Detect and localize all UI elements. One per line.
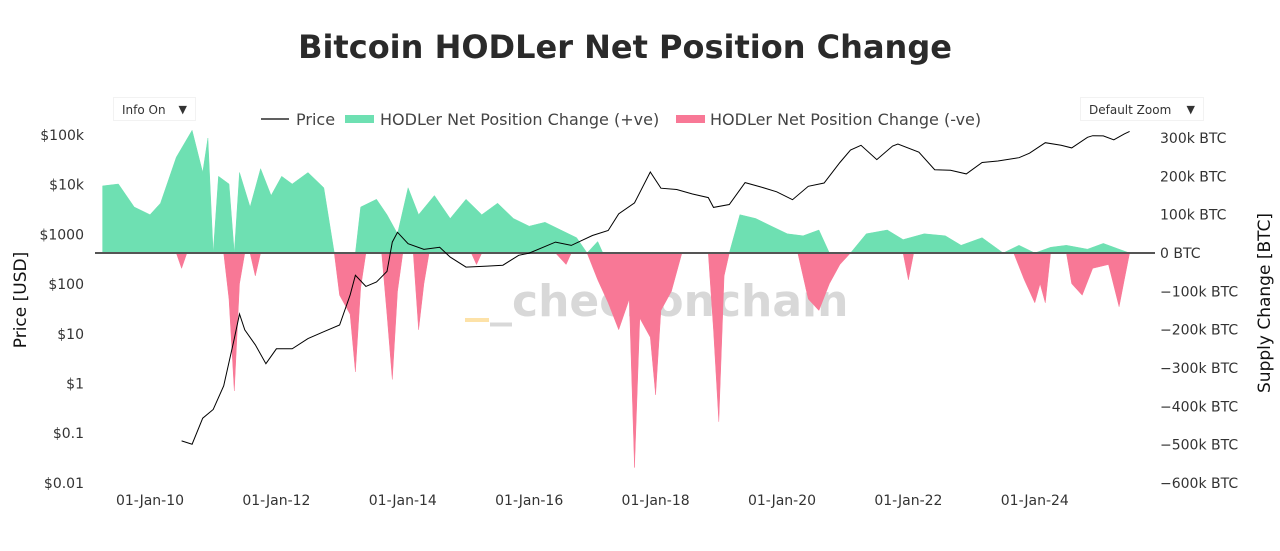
y-left-tick-label: $0.1 xyxy=(53,426,84,442)
y-right-tick-label: −400k BTC xyxy=(1160,399,1238,415)
zoom-dropdown-label: Default Zoom xyxy=(1089,103,1172,117)
x-tick-label: 01-Jan-18 xyxy=(622,493,690,509)
y-right-tick-label: −500k BTC xyxy=(1160,438,1238,454)
price-line xyxy=(181,130,1130,445)
x-tick-label: 01-Jan-12 xyxy=(242,493,310,509)
x-tick-label: 01-Jan-16 xyxy=(495,493,563,509)
legend: Price HODLer Net Position Change (+ve) H… xyxy=(261,110,981,129)
watermark-accent xyxy=(465,318,489,322)
x-tick-label: 01-Jan-22 xyxy=(874,493,942,509)
y-left-tick-label: $1000 xyxy=(39,227,84,243)
legend-positive[interactable]: HODLer Net Position Change (+ve) xyxy=(380,110,659,129)
legend-positive-swatch xyxy=(345,115,374,123)
y-left-tick-label: $10 xyxy=(57,327,84,343)
y-right-tick-label: −200k BTC xyxy=(1160,323,1238,339)
y-right-tick-label: −100k BTC xyxy=(1160,284,1238,300)
positive-area xyxy=(102,129,1130,254)
y-left-tick-label: $100 xyxy=(48,277,84,293)
x-tick-label: 01-Jan-20 xyxy=(748,493,816,509)
legend-price[interactable]: Price xyxy=(296,110,335,129)
x-tick-label: 01-Jan-24 xyxy=(1001,493,1069,509)
y-left-label: Price [USD] xyxy=(11,252,31,348)
chart-title: Bitcoin HODLer Net Position Change xyxy=(298,28,952,66)
y-right-tick-label: 0 BTC xyxy=(1160,246,1201,262)
info-dropdown-label: Info On xyxy=(122,103,166,117)
y-left-tick-label: $1 xyxy=(66,377,84,393)
info-dropdown[interactable]: Info On ▼ xyxy=(113,97,196,121)
legend-negative-swatch xyxy=(676,115,705,123)
y-right-tick-label: 300k BTC xyxy=(1160,131,1227,147)
y-right-tick-label: 200k BTC xyxy=(1160,169,1227,185)
x-tick-label: 01-Jan-10 xyxy=(116,493,184,509)
y-left-tick-label: $100k xyxy=(40,128,85,144)
y-left-tick-label: $0.01 xyxy=(44,476,84,492)
chevron-down-icon: ▼ xyxy=(178,103,187,116)
y-right-tick-label: −600k BTC xyxy=(1160,476,1238,492)
y-left-tick-label: $10k xyxy=(49,178,85,194)
chevron-down-icon: ▼ xyxy=(1186,103,1195,116)
y-right-tick-label: −300k BTC xyxy=(1160,361,1238,377)
x-tick-label: 01-Jan-14 xyxy=(369,493,437,509)
y-right-tick-label: 100k BTC xyxy=(1160,208,1227,224)
legend-negative[interactable]: HODLer Net Position Change (-ve) xyxy=(710,110,981,129)
zoom-dropdown[interactable]: Default Zoom ▼ xyxy=(1080,97,1204,121)
negative-area xyxy=(175,252,1130,468)
y-right-label: Supply Change [BTC] xyxy=(1255,213,1275,393)
